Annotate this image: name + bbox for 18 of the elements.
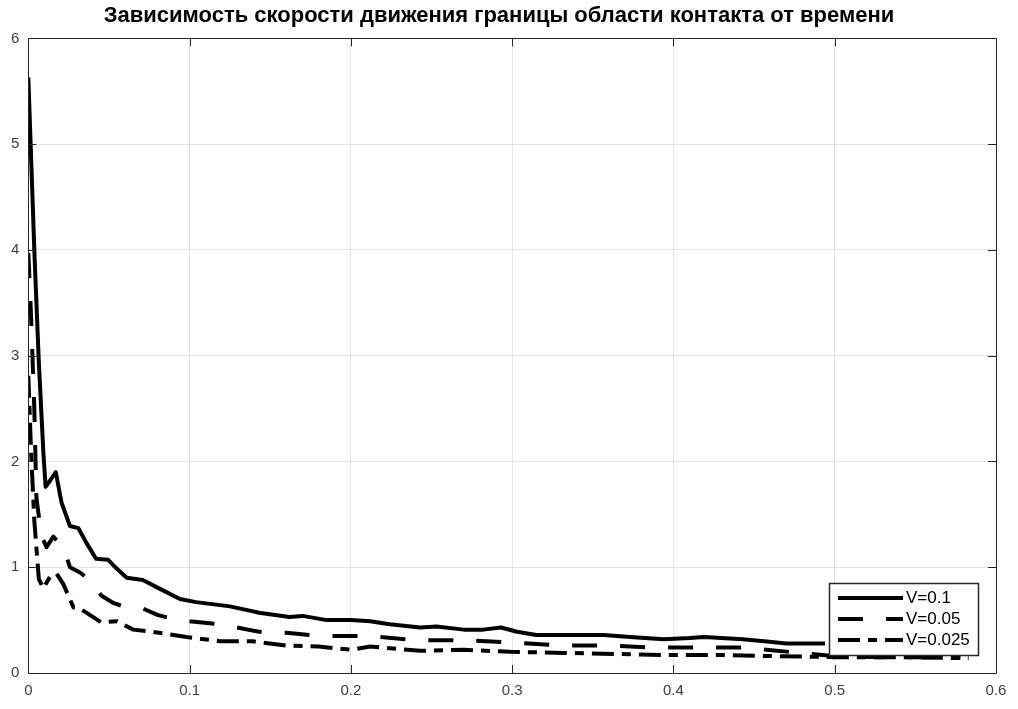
chart-title: Зависимость скорости движения границы области контакта от времени bbox=[103, 2, 895, 28]
x-tick-label: 0.5 bbox=[824, 681, 846, 699]
x-tick-label: 0.6 bbox=[985, 681, 1007, 699]
x-tick-label: 0.4 bbox=[663, 681, 684, 699]
y-tick-label: 1 bbox=[11, 557, 20, 575]
x-tick-label: 0.2 bbox=[340, 681, 362, 699]
legend-label: V=0.05 bbox=[906, 608, 961, 628]
y-tick-label: 2 bbox=[11, 451, 20, 469]
x-tick-label: 0.3 bbox=[501, 681, 523, 699]
y-tick-label: 3 bbox=[11, 345, 20, 363]
legend-label: V=0.1 bbox=[906, 587, 951, 607]
y-tick-label: 5 bbox=[11, 134, 20, 152]
y-tick-label: 0 bbox=[11, 663, 20, 681]
legend-label: V=0.025 bbox=[906, 629, 970, 649]
x-tick-label: 0 bbox=[24, 681, 33, 699]
x-tick-label: 0.1 bbox=[179, 681, 201, 699]
y-tick-label: 6 bbox=[11, 28, 20, 46]
y-tick-label: 4 bbox=[11, 240, 20, 258]
